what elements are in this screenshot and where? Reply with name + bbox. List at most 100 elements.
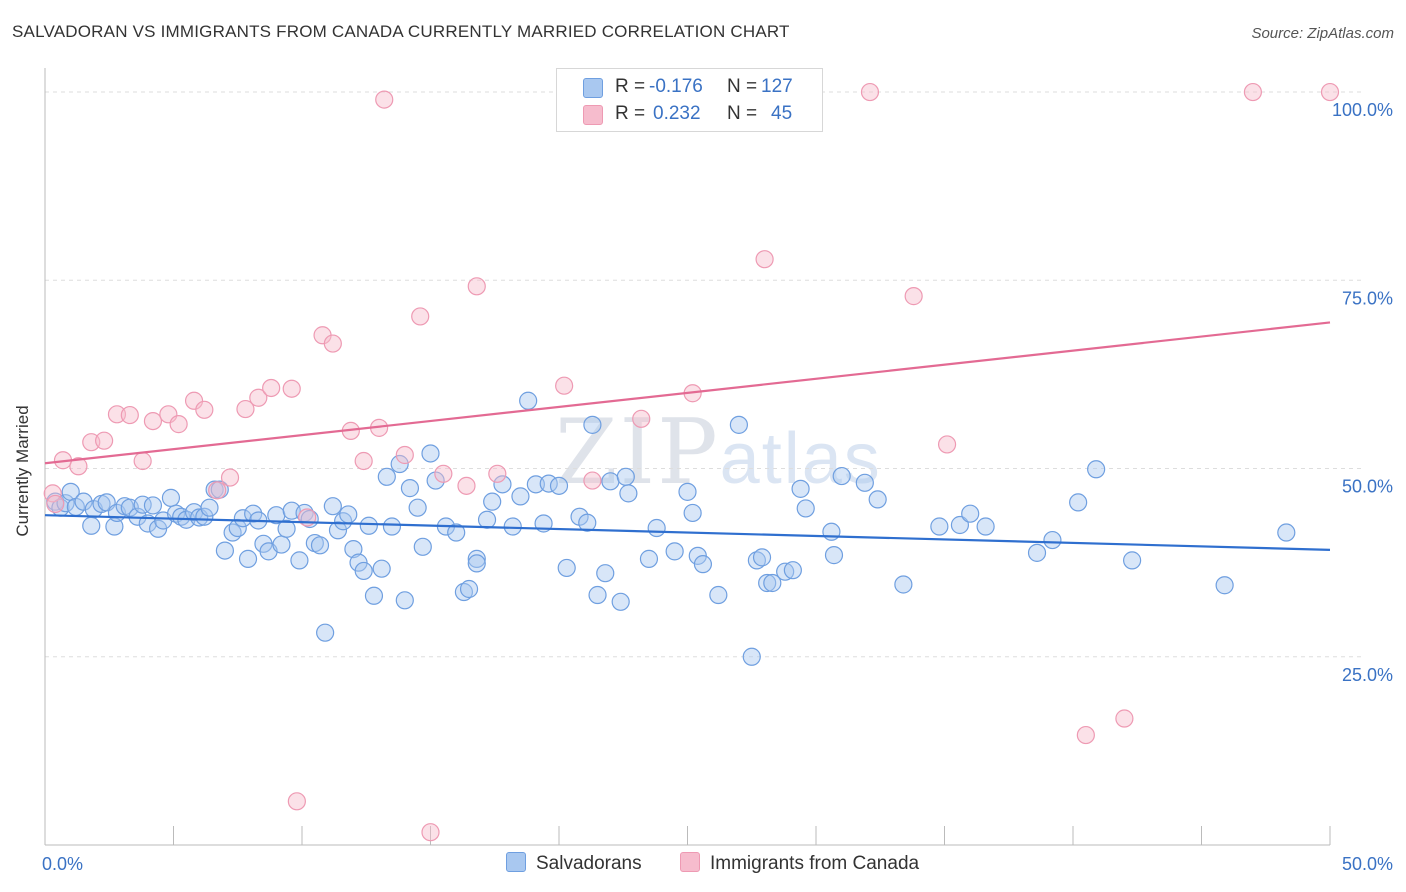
canada-point <box>220 468 240 487</box>
salvadoran-point <box>950 515 970 535</box>
canada-point <box>555 376 574 395</box>
salvadoran-point <box>377 467 396 486</box>
salvadoran-point <box>976 517 995 536</box>
salvadoran-point <box>233 509 252 528</box>
canada-point <box>434 464 453 483</box>
canada-point <box>421 823 440 842</box>
canada-point <box>133 451 152 471</box>
salvadoran-point <box>421 444 440 463</box>
legend-item-canada[interactable]: Immigrants from Canada <box>680 852 919 876</box>
salvadoran-point <box>200 498 219 517</box>
n-label: N = <box>727 76 758 97</box>
salvadoran-point <box>526 475 545 494</box>
canada-point <box>169 415 188 434</box>
salvadoran-point <box>316 623 335 642</box>
salvadoran-trend-line <box>44 514 1331 551</box>
canada-point <box>354 451 373 471</box>
canada-point <box>46 494 65 514</box>
salvadoran-point <box>290 551 309 570</box>
salvadoran-point <box>395 591 414 610</box>
y-tick-label: 75.0% <box>1342 288 1393 308</box>
salvadoran-point <box>588 585 607 605</box>
salvadoran-point <box>894 575 913 594</box>
watermark: ZIPatlas <box>555 400 882 505</box>
salvadoran-point <box>215 541 234 560</box>
correlation-box: R = -0.176 N = 127 R = 0.232 N = 45 <box>556 68 823 132</box>
canada-point <box>457 476 476 495</box>
salvadoran-point <box>133 495 152 514</box>
canada-point <box>632 409 651 428</box>
canada-point <box>937 435 957 454</box>
salvadoran-point <box>1123 551 1142 570</box>
salvadoran-point <box>678 482 697 501</box>
canada-point <box>375 90 394 109</box>
salvadoran-point <box>447 523 466 542</box>
canada-point <box>249 388 268 407</box>
salvadoran-point <box>791 479 810 498</box>
canada-point <box>43 484 62 503</box>
salvadoran-point <box>855 473 874 492</box>
salvadoran-point <box>323 497 342 516</box>
correlation-row-salvadorans: R = -0.176 N = 127 <box>557 73 822 101</box>
canada-point <box>755 250 774 269</box>
salvadoran-point <box>742 647 761 666</box>
salvadoran-point <box>272 535 291 554</box>
canada-point <box>95 431 114 450</box>
y-axis-label: Currently Married <box>13 405 32 537</box>
salvadoran-point <box>619 484 638 503</box>
salvadoran-point <box>1277 523 1296 542</box>
canada-point <box>904 287 923 306</box>
salvadoran-point <box>238 549 258 568</box>
salvadoran-point <box>1087 460 1106 479</box>
salvadoran-point <box>359 516 378 535</box>
r-label: R = <box>615 103 646 124</box>
salvadoran-point <box>400 479 420 498</box>
salvadoran-point <box>459 579 479 599</box>
salvadoran-point <box>328 521 348 540</box>
salvadoran-point <box>961 504 980 523</box>
canada-point <box>143 411 163 431</box>
y-axis-label-wrap: Currently Married <box>8 405 38 536</box>
salvadoran-point <box>1043 530 1062 550</box>
watermark-zip: ZIP <box>555 400 720 505</box>
r-value-salvadorans: -0.176 <box>649 76 703 97</box>
salvadoran-point <box>467 554 486 573</box>
salvadoran-point <box>583 415 602 434</box>
canada-point <box>107 405 127 424</box>
salvadoran-point <box>763 573 782 593</box>
salvadoran-point <box>310 536 330 555</box>
salvadoran-point <box>709 585 728 605</box>
salvadoran-point <box>195 507 214 526</box>
canada-point <box>1076 725 1095 745</box>
canada-point <box>488 464 507 483</box>
canada-point <box>395 445 414 465</box>
salvadoran-point <box>930 517 949 536</box>
salvadoran-point <box>1027 543 1047 562</box>
n-value-salvadorans: 127 <box>761 76 793 97</box>
salvadoran-point <box>413 537 432 556</box>
legend-swatch-salvadorans <box>506 852 526 872</box>
salvadoran-point <box>339 505 358 524</box>
canada-point <box>282 379 301 398</box>
salvadoran-point <box>596 564 615 583</box>
salvadoran-point <box>372 559 391 578</box>
legend-item-salvadorans[interactable]: Salvadorans <box>506 852 642 876</box>
canada-point <box>184 391 204 410</box>
salvadoran-point <box>354 561 373 581</box>
canada-point <box>195 400 214 419</box>
salvadoran-point <box>776 562 795 581</box>
salvadoran-point <box>344 539 363 559</box>
canada-point <box>1320 82 1340 102</box>
y-tick-label: 100.0% <box>1332 100 1393 120</box>
x-tick-label: 50.0% <box>1342 854 1393 874</box>
canada-point <box>1115 709 1134 728</box>
n-label: N = <box>727 103 758 124</box>
salvadoran-point <box>467 549 486 568</box>
legend-swatch-canada <box>680 852 700 872</box>
salvadoran-point <box>729 415 749 434</box>
salvadoran-point <box>665 542 684 561</box>
canada-trend-line <box>44 321 1331 465</box>
canada-point <box>287 792 306 811</box>
canada-point <box>411 307 430 326</box>
